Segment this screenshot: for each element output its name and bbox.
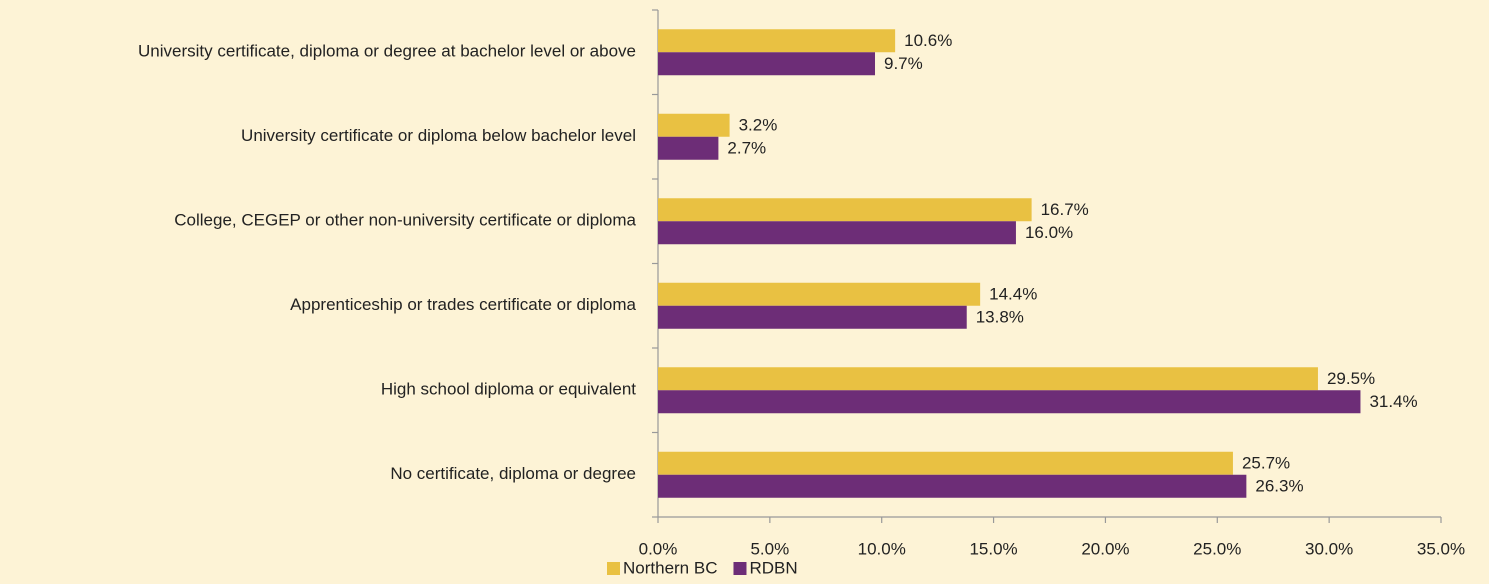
value-label: 13.8% (976, 308, 1024, 327)
x-tick-label: 25.0% (1193, 539, 1241, 558)
x-tick-label: 5.0% (750, 539, 789, 558)
bar (658, 198, 1032, 222)
x-tick-label: 35.0% (1417, 539, 1465, 558)
value-label: 25.7% (1242, 454, 1290, 473)
value-label: 3.2% (739, 116, 778, 135)
x-tick-label: 20.0% (1081, 539, 1129, 558)
category-label: College, CEGEP or other non-university c… (174, 211, 636, 230)
value-label: 10.6% (904, 31, 952, 50)
category-label: No certificate, diploma or degree (390, 464, 636, 483)
value-label: 31.4% (1369, 392, 1417, 411)
category-label: University certificate or diploma below … (241, 126, 636, 145)
category-label: Apprenticeship or trades certificate or … (290, 295, 636, 314)
bar (658, 390, 1361, 414)
value-label: 29.5% (1327, 369, 1375, 388)
bar (658, 136, 719, 160)
legend-label: Northern BC (623, 558, 717, 577)
value-label: 26.3% (1255, 477, 1303, 496)
bar (658, 474, 1247, 498)
legend-swatch (607, 562, 620, 575)
bar (658, 29, 896, 53)
value-label: 16.7% (1041, 200, 1089, 219)
legend-swatch (733, 562, 747, 575)
bar (658, 367, 1318, 391)
x-tick-label: 0.0% (639, 539, 678, 558)
category-label: University certificate, diploma or degre… (138, 42, 636, 61)
x-tick-label: 10.0% (858, 539, 906, 558)
value-label: 16.0% (1025, 223, 1073, 242)
category-label: High school diploma or equivalent (381, 380, 636, 399)
x-tick-label: 30.0% (1305, 539, 1353, 558)
legend-label: RDBN (749, 558, 797, 577)
bar (658, 305, 967, 329)
bar (658, 451, 1233, 475)
value-label: 9.7% (884, 54, 923, 73)
x-tick-label: 15.0% (969, 539, 1017, 558)
value-label: 14.4% (989, 285, 1037, 304)
bar (658, 52, 876, 76)
bar (658, 221, 1016, 245)
value-label: 2.7% (727, 139, 766, 158)
bar (658, 282, 981, 306)
bar (658, 113, 730, 137)
